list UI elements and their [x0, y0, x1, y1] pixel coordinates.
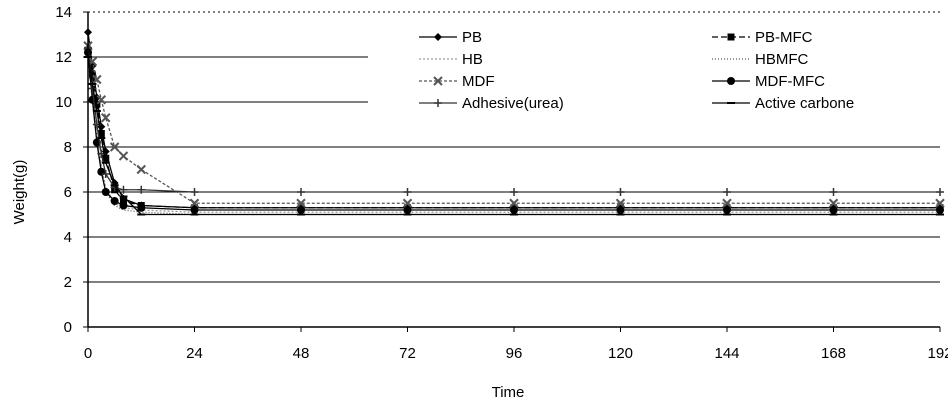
- series-line: [87, 50, 940, 209]
- data-point: [723, 188, 731, 196]
- data-point: [510, 188, 518, 196]
- data-point: [189, 198, 200, 208]
- series-line: [87, 56, 940, 213]
- data-point: [119, 201, 128, 210]
- x-tick-label: 144: [714, 345, 739, 362]
- data-point: [296, 198, 306, 208]
- legend-entry: PB-MFC: [712, 29, 813, 46]
- x-tick-label: 96: [506, 345, 523, 362]
- legend-entry: PB: [419, 29, 482, 46]
- y-axis-title: Weight(g): [11, 160, 28, 225]
- legend-label: Adhesive(urea): [462, 95, 564, 112]
- data-point: [616, 206, 625, 214]
- series-Adhesive(urea): [84, 44, 944, 196]
- legend-background: [368, 28, 940, 122]
- legend-swatch-marker: [433, 76, 443, 86]
- y-tick-label: 0: [64, 319, 72, 336]
- data-point: [828, 198, 839, 208]
- data-point: [936, 188, 944, 196]
- x-tick-label: 168: [821, 345, 846, 362]
- data-point: [120, 197, 127, 205]
- x-tick-label: 48: [293, 345, 310, 362]
- legend-entry: HBMFC: [712, 51, 808, 68]
- legend-label: MDF: [462, 73, 495, 90]
- x-tick-label: 0: [84, 345, 92, 362]
- axes: 02468101214024487296120144168192: [55, 4, 948, 362]
- x-axis-title: Time: [492, 384, 525, 401]
- data-point: [722, 198, 732, 208]
- data-point: [101, 170, 110, 178]
- legend-swatch-marker: [434, 33, 442, 41]
- y-tick-label: 2: [64, 274, 72, 291]
- series-line: [87, 45, 940, 204]
- series-layer: [83, 28, 945, 216]
- legend-label: Active carbone: [755, 95, 854, 112]
- y-tick-label: 12: [55, 49, 72, 66]
- data-point: [723, 206, 731, 214]
- x-tick-label: 120: [608, 345, 633, 362]
- legend-entry: MDF: [419, 73, 495, 90]
- data-point: [403, 188, 412, 196]
- data-point: [137, 185, 146, 194]
- y-tick-label: 10: [55, 94, 72, 111]
- data-point: [97, 130, 105, 137]
- y-tick-label: 4: [64, 229, 72, 246]
- series-HB: [87, 56, 940, 213]
- x-tick-label: 24: [186, 345, 203, 362]
- data-point: [297, 206, 305, 214]
- data-point: [616, 188, 625, 196]
- legend-label: MDF-MFC: [755, 73, 825, 90]
- series-line: [87, 47, 940, 193]
- legend-swatch-marker: [727, 33, 735, 41]
- legend-label: PB-MFC: [755, 29, 813, 46]
- series-MDF-MFC: [84, 48, 944, 214]
- data-point: [118, 151, 129, 161]
- data-point: [110, 197, 119, 205]
- data-point: [136, 164, 146, 175]
- y-tick-label: 8: [64, 139, 72, 156]
- series-Active carbone: [84, 56, 944, 216]
- data-point: [102, 154, 110, 162]
- legend-entry: Active carbone: [712, 95, 854, 112]
- data-point: [109, 142, 120, 152]
- data-point: [101, 113, 111, 123]
- x-tick-label: 192: [927, 345, 948, 362]
- legend: PB PB-MFC HB HBMFC MDF MDF-MFC Adhesive(urea) A…: [368, 28, 940, 122]
- data-point: [190, 206, 199, 214]
- data-point: [137, 203, 146, 212]
- legend-label: PB: [462, 29, 482, 46]
- data-point: [119, 185, 128, 194]
- data-point: [101, 188, 110, 196]
- legend-entry: MDF-MFC: [712, 73, 825, 90]
- data-point: [402, 198, 413, 208]
- data-point: [829, 188, 838, 196]
- y-tick-label: 6: [64, 184, 72, 201]
- data-point: [403, 206, 412, 214]
- series-line: [87, 56, 940, 216]
- legend-label: HBMFC: [755, 51, 808, 68]
- data-point: [615, 198, 626, 208]
- data-point: [510, 206, 518, 214]
- legend-label: HB: [462, 51, 483, 68]
- legend-entry: HB: [419, 51, 483, 68]
- data-point: [96, 95, 107, 105]
- data-point: [93, 100, 101, 108]
- legend-entry: Adhesive(urea): [419, 95, 564, 112]
- data-point: [829, 206, 838, 214]
- series-line: [87, 52, 940, 211]
- data-point: [190, 188, 199, 196]
- data-point: [509, 198, 519, 208]
- data-point: [88, 71, 96, 79]
- legend-swatch-marker: [434, 99, 442, 107]
- data-point: [936, 206, 944, 214]
- legend-swatch-marker: [727, 77, 735, 85]
- data-point: [297, 188, 305, 196]
- data-point: [92, 74, 102, 85]
- x-tick-label: 72: [399, 345, 416, 362]
- y-tick-label: 14: [55, 4, 72, 21]
- data-point: [935, 198, 945, 208]
